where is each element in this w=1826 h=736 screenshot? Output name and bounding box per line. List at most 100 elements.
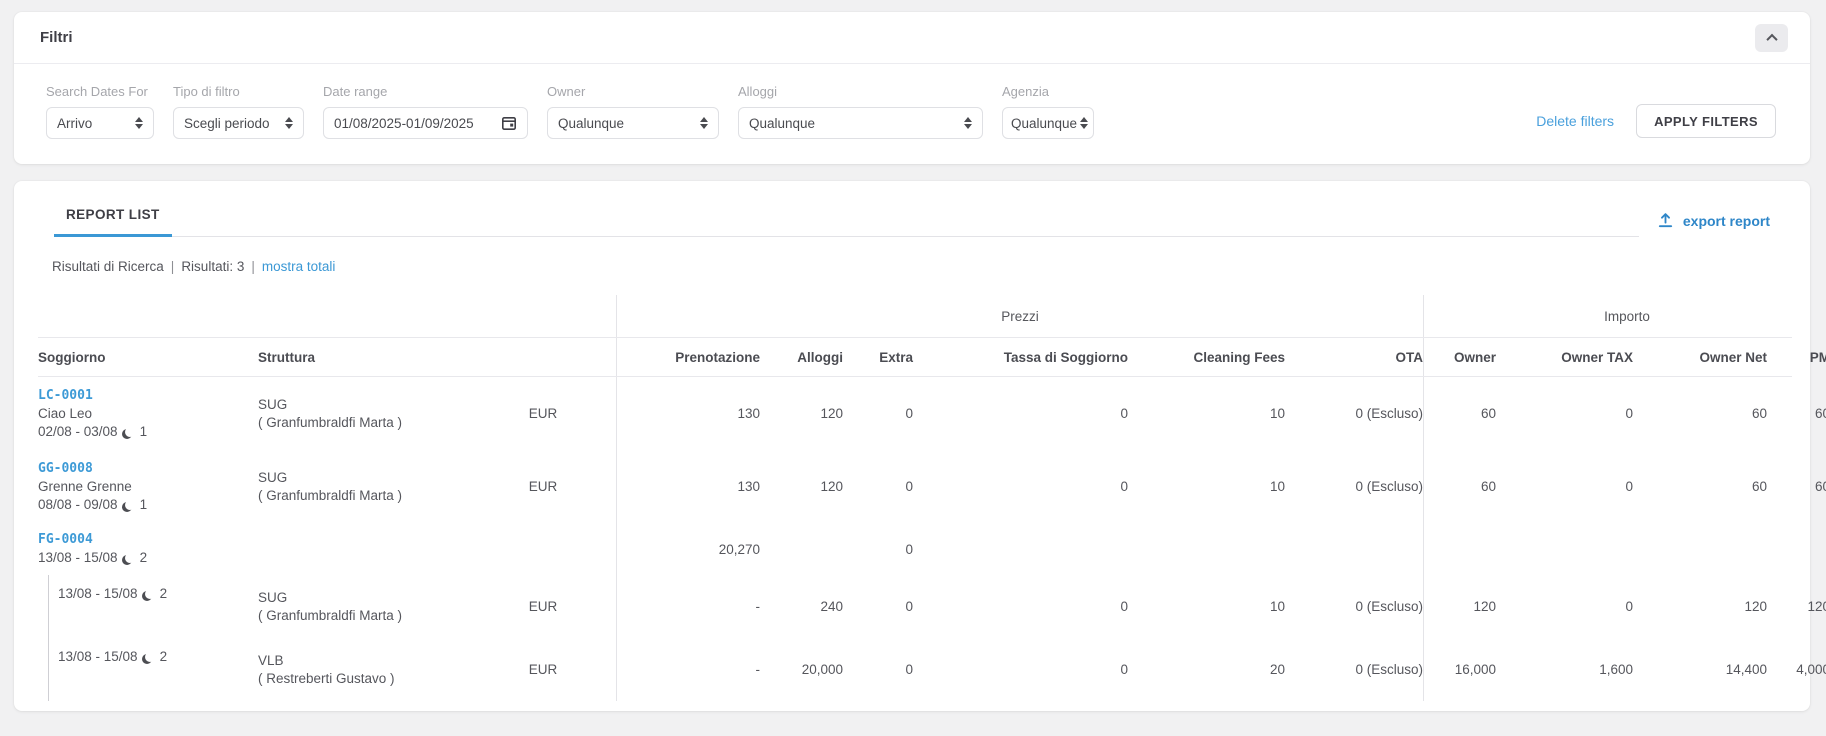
stay-dates: 08/08 - 09/08 1 bbox=[38, 496, 148, 512]
export-report-label: export report bbox=[1682, 212, 1770, 229]
currency-cell bbox=[470, 523, 616, 575]
owner-select[interactable]: Qualunque bbox=[547, 107, 719, 139]
col-header-alloggi: Alloggi bbox=[797, 349, 843, 365]
tipo-di-filtro-select[interactable]: Scegli periodo bbox=[173, 107, 304, 139]
select-value: Scegli periodo bbox=[184, 115, 270, 131]
report-tab-row: REPORT LIST export report bbox=[14, 181, 1810, 237]
owner-net-cell: 14,400 bbox=[1725, 662, 1767, 677]
booking-code-link[interactable]: LC-0001 bbox=[38, 387, 93, 403]
owner-cell: 16,000 bbox=[1423, 638, 1496, 701]
group-header-prezzi: Prezzi bbox=[616, 295, 1423, 337]
search-dates-for-select[interactable]: Arrivo bbox=[46, 107, 154, 139]
delete-filters-link[interactable]: Delete filters bbox=[1536, 113, 1615, 129]
select-arrows-icon bbox=[964, 117, 972, 129]
results-label: Risultati di Ricerca bbox=[52, 259, 164, 274]
cleaning-fees-cell bbox=[1128, 523, 1285, 575]
select-arrows-icon bbox=[700, 117, 708, 129]
filters-title: Filtri bbox=[40, 29, 73, 46]
field-label: Owner bbox=[547, 84, 586, 99]
alloggi-cell: 20,000 bbox=[801, 662, 843, 677]
filters-header: Filtri bbox=[14, 12, 1810, 64]
owner-tax-cell: 1,600 bbox=[1599, 662, 1633, 677]
tab-report-list[interactable]: REPORT LIST bbox=[54, 207, 172, 237]
struttura-code: SUG bbox=[258, 470, 288, 485]
pm-cell: 60 bbox=[1814, 406, 1826, 421]
export-report-link[interactable]: export report bbox=[1657, 212, 1770, 237]
extra-cell: 0 bbox=[905, 479, 913, 494]
currency-cell: EUR bbox=[528, 599, 558, 614]
date-range-value: 01/08/2025-01/09/2025 bbox=[334, 115, 474, 131]
prenotazione-cell: 130 bbox=[616, 377, 760, 450]
struttura-owner: ( Restreberti Gustavo ) bbox=[258, 671, 395, 686]
nights-count: 1 bbox=[139, 423, 148, 439]
table-row: GG-0008 Grenne Grenne 08/08 - 09/08 1 SUG… bbox=[38, 450, 1826, 523]
ota-cell: 0 (Escluso) bbox=[1355, 662, 1423, 677]
table-row-group: FG-0004 13/08 - 15/08 2 20,270 0 bbox=[38, 523, 1792, 575]
tassa-cell: 0 bbox=[1120, 599, 1128, 614]
prenotazione-cell: 20,270 bbox=[616, 523, 760, 575]
alloggi-select[interactable]: Qualunque bbox=[738, 107, 983, 139]
select-arrows-icon bbox=[1080, 117, 1089, 129]
results-line: Risultati di Ricerca | Risultati: 3 | mostra… bbox=[52, 259, 1770, 274]
select-arrows-icon bbox=[285, 117, 293, 129]
struttura-owner: ( Granfumbraldfi Marta ) bbox=[258, 488, 403, 503]
col-header-owner: Owner bbox=[1423, 338, 1496, 376]
struttura-code: SUG bbox=[258, 397, 288, 412]
field-label: Agenzia bbox=[1002, 84, 1049, 99]
pm-cell: 120 bbox=[1807, 599, 1826, 614]
stay-dates: 13/08 - 15/08 2 bbox=[38, 550, 148, 565]
owner-tax-cell: 0 bbox=[1625, 599, 1633, 614]
stay-cell: FG-0004 13/08 - 15/08 2 bbox=[38, 523, 258, 575]
group-header-importo: Importo bbox=[1423, 295, 1826, 337]
calendar-icon bbox=[501, 116, 516, 130]
stay-dates: 13/08 - 15/08 2 bbox=[58, 586, 168, 601]
field-tipo-di-filtro: Tipo di filtro Scegli periodo bbox=[173, 84, 304, 139]
select-value: Qualunque bbox=[1011, 115, 1078, 131]
booking-code-link[interactable]: FG-0004 bbox=[38, 532, 93, 547]
col-header-currency bbox=[470, 338, 616, 376]
owner-cell: 120 bbox=[1423, 575, 1496, 638]
field-search-dates-for: Search Dates For Arrivo bbox=[46, 84, 154, 139]
table-subrow: 13/08 - 15/08 2 SUG ( Granfumbraldfi Mart… bbox=[38, 575, 1826, 638]
report-panel: REPORT LIST export report Risultati di R… bbox=[14, 181, 1826, 711]
alloggi-cell: 240 bbox=[820, 599, 843, 614]
prenotazione-cell: - bbox=[616, 638, 760, 701]
stay-cell: 13/08 - 15/08 2 bbox=[38, 638, 258, 701]
tabs: REPORT LIST bbox=[54, 206, 1639, 237]
select-arrows-icon bbox=[135, 117, 143, 129]
report-table: Prezzi Importo Soggiorno Struttura Preno… bbox=[38, 295, 1826, 701]
tassa-cell: 0 bbox=[1120, 662, 1128, 677]
show-totals-link[interactable]: mostra totali bbox=[261, 259, 336, 274]
guest-name: Ciao Leo bbox=[38, 405, 93, 421]
select-value: Qualunque bbox=[749, 115, 816, 131]
currency-cell: EUR bbox=[528, 406, 558, 421]
struttura-code: VLB bbox=[258, 653, 284, 668]
prenotazione-cell: 130 bbox=[616, 450, 760, 523]
booking-code-link[interactable]: GG-0008 bbox=[38, 460, 93, 476]
ota-cell: 0 (Escluso) bbox=[1355, 599, 1423, 614]
agenzia-select[interactable]: Qualunque bbox=[1002, 107, 1094, 139]
column-header-row: Soggiorno Struttura Prenotazione Alloggi… bbox=[38, 338, 1826, 377]
filter-actions: Delete filters APPLY FILTERS bbox=[1536, 104, 1776, 138]
apply-filters-button[interactable]: APPLY FILTERS bbox=[1636, 104, 1776, 138]
field-alloggi: Alloggi Qualunque bbox=[738, 84, 983, 139]
pm-cell bbox=[1767, 523, 1826, 575]
moon-icon bbox=[144, 589, 155, 599]
struttura-cell: SUG ( Granfumbraldfi Marta ) bbox=[258, 575, 470, 638]
prenotazione-cell: - bbox=[616, 575, 760, 638]
field-owner: Owner Qualunque bbox=[547, 84, 719, 139]
col-header-cleaning-fees: Cleaning Fees bbox=[1193, 349, 1285, 365]
col-header-pm: PM bbox=[1809, 349, 1826, 365]
collapse-filters-button[interactable] bbox=[1755, 23, 1788, 52]
date-range-input[interactable]: 01/08/2025-01/09/2025 bbox=[323, 107, 528, 139]
field-label: Alloggi bbox=[738, 84, 778, 99]
tassa-cell: 0 bbox=[1120, 479, 1128, 494]
stay-dates: 13/08 - 15/08 2 bbox=[58, 649, 168, 664]
col-header-owner-net: Owner Net bbox=[1699, 349, 1767, 365]
struttura-cell: SUG ( Granfumbraldfi Marta ) bbox=[258, 450, 470, 523]
moon-icon bbox=[124, 426, 135, 437]
owner-net-cell: 60 bbox=[1751, 406, 1767, 421]
table-row: LC-0001 Ciao Leo 02/08 - 03/08 1 SUG ( Gr… bbox=[38, 377, 1826, 450]
currency-cell: EUR bbox=[528, 479, 558, 494]
table-subrow: 13/08 - 15/08 2 VLB ( Restreberti Gustavo… bbox=[38, 638, 1826, 701]
